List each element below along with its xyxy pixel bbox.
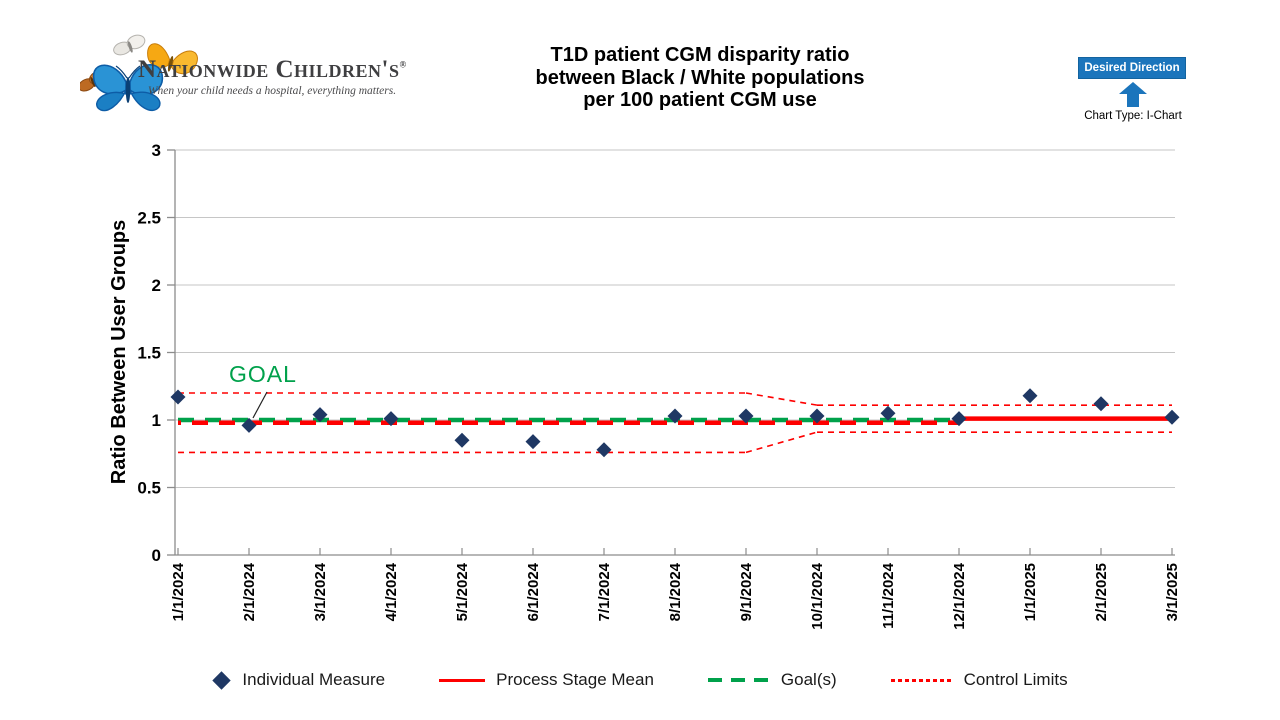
control-limit-upper <box>745 392 818 406</box>
data-point <box>880 405 896 421</box>
page-title: T1D patient CGM disparity ratio between … <box>470 44 930 112</box>
x-tick-label: 1/1/2025 <box>1022 563 1039 621</box>
legend-item-control-limits: Control Limits <box>890 670 1068 690</box>
control-limit-lower <box>745 431 818 454</box>
x-tick-label: 2/1/2024 <box>241 562 258 621</box>
data-point <box>738 408 754 424</box>
x-tick-label: 11/1/2024 <box>880 562 897 629</box>
y-tick-label: 1 <box>152 411 161 430</box>
logo-name-text: Nationwide Children's <box>138 56 400 83</box>
data-point <box>1022 388 1038 404</box>
x-tick-label: 2/1/2025 <box>1093 563 1110 621</box>
goal-annotation-pointer <box>252 391 268 419</box>
x-tick-label: 5/1/2024 <box>454 562 471 621</box>
y-tick-label: 3 <box>152 141 161 160</box>
goal-annotation: GOAL <box>229 361 297 387</box>
nationwide-childrens-logo: Nationwide Children's® When your child n… <box>80 28 410 118</box>
title-line-2: between Black / White populations <box>535 66 865 89</box>
logo-tagline: When your child needs a hospital, everyt… <box>147 85 397 97</box>
x-tick-label: 3/1/2025 <box>1164 563 1181 621</box>
y-tick-label: 2.5 <box>137 209 161 228</box>
registered-mark: ® <box>399 59 407 70</box>
data-point <box>667 408 683 424</box>
legend-label: Process Stage Mean <box>496 670 654 689</box>
y-tick-label: 2 <box>152 276 161 295</box>
title-line-3: per 100 patient CGM use <box>583 89 817 111</box>
legend-label: Control Limits <box>963 670 1068 689</box>
legend-item-goals: Goal(s) <box>707 670 837 690</box>
butterflies-icon <box>80 34 198 112</box>
x-tick-label: 7/1/2024 <box>596 562 613 621</box>
chart-type-label: Chart Type: I-Chart <box>1084 110 1182 122</box>
y-tick-label: 1.5 <box>137 344 161 363</box>
data-point <box>951 411 967 427</box>
data-point <box>383 411 399 427</box>
up-arrow-icon <box>1119 82 1147 107</box>
x-tick-label: 10/1/2024 <box>809 562 826 629</box>
x-tick-label: 1/1/2024 <box>170 562 187 621</box>
legend-item-process-stage-mean: Process Stage Mean <box>439 670 654 690</box>
red-dotted-line-icon <box>890 678 953 682</box>
x-tick-label: 8/1/2024 <box>667 562 684 621</box>
green-dashed-line-icon <box>707 678 770 682</box>
data-point <box>525 434 541 450</box>
desired-direction-indicator: Desired Direction Chart Type: I-Chart <box>1078 57 1188 122</box>
chart-legend: Individual Measure Process Stage Mean Go… <box>0 670 1280 690</box>
data-point <box>170 389 186 405</box>
data-point <box>454 432 470 448</box>
data-point <box>1093 396 1109 412</box>
x-tick-label: 12/1/2024 <box>951 562 968 629</box>
data-point <box>1164 409 1180 425</box>
data-point <box>596 442 612 458</box>
y-tick-label: 0.5 <box>137 479 161 498</box>
legend-label: Individual Measure <box>242 670 386 689</box>
x-tick-label: 3/1/2024 <box>312 562 329 621</box>
title-line-1: T1D patient CGM disparity ratio <box>550 44 850 66</box>
y-tick-label: 0 <box>152 546 161 565</box>
y-axis-title: Ratio Between User Groups <box>108 220 130 485</box>
data-point <box>241 417 257 433</box>
data-point <box>312 407 328 423</box>
logo-wordmark: Nationwide Children's® <box>138 56 406 84</box>
x-tick-label: 9/1/2024 <box>738 562 755 621</box>
x-tick-label: 4/1/2024 <box>383 562 400 621</box>
legend-label: Goal(s) <box>780 670 837 689</box>
desired-direction-badge: Desired Direction <box>1078 57 1186 79</box>
red-solid-line-icon <box>439 678 486 682</box>
x-tick-label: 6/1/2024 <box>525 562 542 621</box>
data-point <box>809 408 825 424</box>
diamond-marker-icon <box>212 670 232 690</box>
legend-item-individual-measure: Individual Measure <box>212 670 385 690</box>
